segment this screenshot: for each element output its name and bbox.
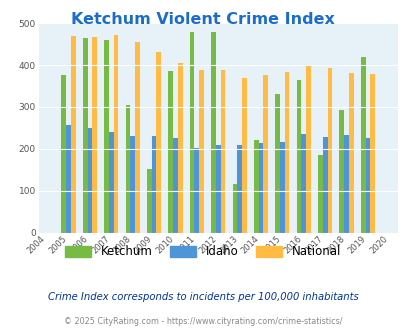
Bar: [151, 136, 156, 233]
Bar: [305, 66, 310, 233]
Bar: [301, 134, 305, 233]
Bar: [92, 37, 97, 233]
Bar: [237, 146, 241, 233]
Text: © 2025 CityRating.com - https://www.cityrating.com/crime-statistics/: © 2025 CityRating.com - https://www.city…: [64, 317, 341, 326]
Bar: [87, 128, 92, 233]
Bar: [263, 75, 267, 233]
Bar: [199, 71, 203, 233]
Bar: [360, 57, 364, 233]
Text: Crime Index corresponds to incidents per 100,000 inhabitants: Crime Index corresponds to incidents per…: [47, 292, 358, 302]
Bar: [364, 138, 369, 233]
Bar: [220, 71, 225, 233]
Bar: [279, 142, 284, 233]
Bar: [173, 138, 177, 233]
Bar: [241, 79, 246, 233]
Text: Ketchum Violent Crime Index: Ketchum Violent Crime Index: [71, 12, 334, 26]
Bar: [168, 71, 173, 233]
Bar: [215, 145, 220, 233]
Bar: [327, 68, 331, 233]
Bar: [61, 76, 66, 233]
Bar: [253, 141, 258, 233]
Legend: Ketchum, Idaho, National: Ketchum, Idaho, National: [60, 241, 345, 263]
Bar: [343, 135, 348, 233]
Bar: [147, 169, 151, 233]
Bar: [322, 137, 327, 233]
Bar: [284, 72, 289, 233]
Bar: [211, 32, 215, 233]
Bar: [156, 51, 161, 233]
Bar: [369, 74, 374, 233]
Bar: [66, 124, 71, 233]
Bar: [232, 184, 237, 233]
Bar: [125, 105, 130, 233]
Bar: [189, 32, 194, 233]
Bar: [113, 35, 118, 233]
Bar: [130, 136, 135, 233]
Bar: [339, 110, 343, 233]
Bar: [71, 36, 75, 233]
Bar: [109, 132, 113, 233]
Bar: [318, 155, 322, 233]
Bar: [258, 143, 263, 233]
Bar: [177, 63, 182, 233]
Bar: [104, 40, 109, 233]
Bar: [275, 94, 279, 233]
Bar: [83, 38, 87, 233]
Bar: [296, 80, 301, 233]
Bar: [348, 73, 353, 233]
Bar: [194, 148, 199, 233]
Bar: [135, 42, 139, 233]
